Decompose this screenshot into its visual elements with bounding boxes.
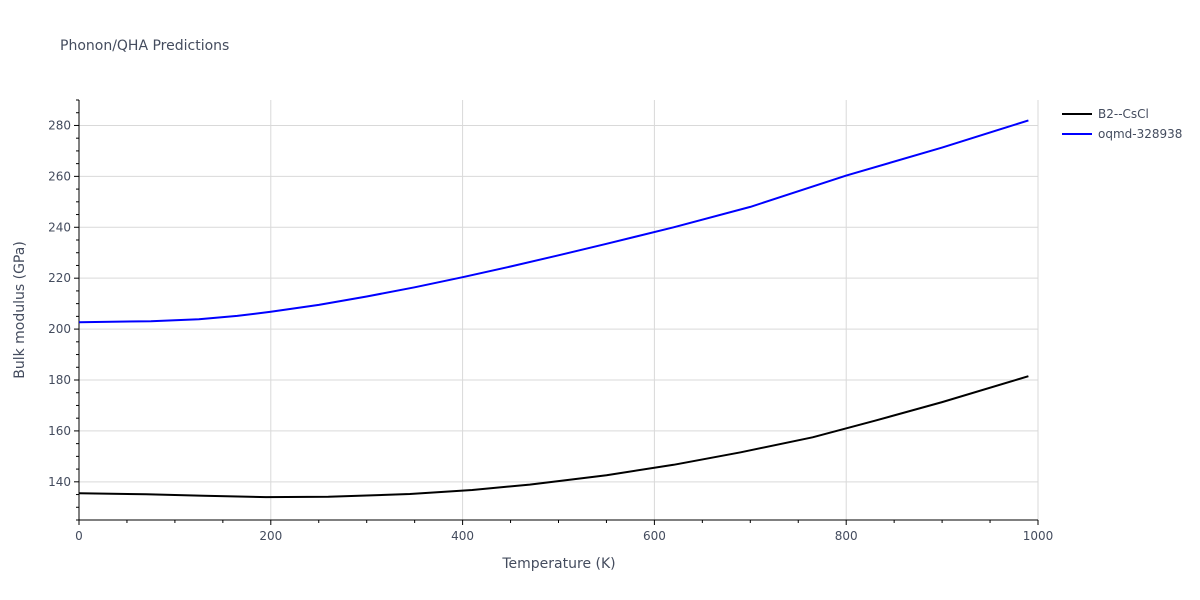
y-tick-label: 160	[48, 424, 71, 438]
y-tick-label: 280	[48, 118, 71, 132]
grid	[79, 100, 1039, 520]
y-tick-label: 180	[48, 373, 71, 387]
y-tick-label: 260	[48, 169, 71, 183]
series-line-0	[78, 375, 1029, 499]
y-tick-label: 220	[48, 271, 71, 285]
x-tick-label: 1000	[1023, 529, 1054, 543]
legend[interactable]: B2--CsCl oqmd-328938	[1062, 107, 1182, 141]
y-tick-label: 140	[48, 475, 71, 489]
legend-item-1[interactable]: oqmd-328938	[1062, 127, 1182, 141]
legend-label: B2--CsCl	[1098, 107, 1149, 121]
axes: 0 200 400 600 800 1000 140 160 180 200 220 240 260 28…	[48, 99, 1054, 543]
y-tick-label: 200	[48, 322, 71, 336]
x-tick-label: 800	[835, 529, 858, 543]
plot-area	[78, 119, 1029, 499]
x-tick-label: 600	[643, 529, 666, 543]
legend-item-0[interactable]: B2--CsCl	[1062, 107, 1149, 121]
x-tick-label: 200	[259, 529, 282, 543]
x-axis-title: Temperature (K)	[501, 556, 615, 572]
y-tick-label: 240	[48, 220, 71, 234]
legend-label: oqmd-328938	[1098, 127, 1182, 141]
series-line-1	[78, 119, 1029, 324]
x-tick-label: 400	[451, 529, 474, 543]
y-axis-title: Bulk modulus (GPa)	[12, 241, 28, 379]
x-tick-label: 0	[75, 529, 83, 543]
chart-title: Phonon/QHA Predictions	[60, 38, 229, 54]
